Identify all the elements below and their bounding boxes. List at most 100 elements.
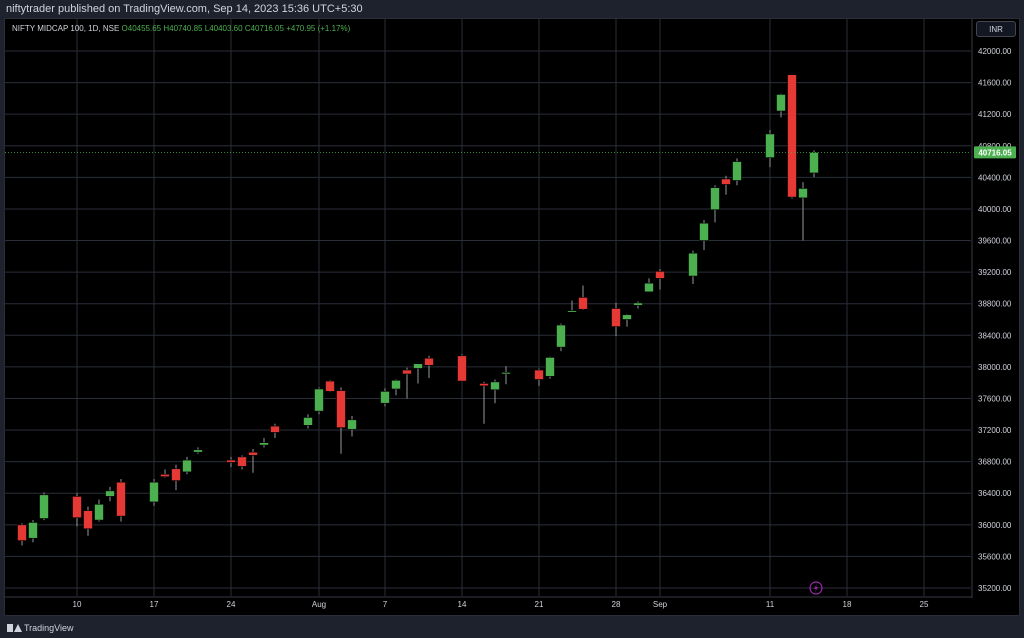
candle [424, 355, 434, 378]
candle-body [655, 271, 665, 279]
x-tick-label: 17 [150, 600, 159, 609]
y-tick-label: 36400.00 [978, 489, 1012, 498]
candle [501, 366, 511, 385]
candle [72, 493, 82, 527]
candle [171, 464, 181, 491]
candle-body [501, 372, 511, 375]
legend-symbol: NIFTY MIDCAP 100, 1D, NSE [12, 24, 120, 33]
y-tick-label: 41600.00 [978, 79, 1012, 88]
y-tick-label: 41200.00 [978, 110, 1012, 119]
candle [534, 368, 544, 386]
candle [380, 388, 390, 407]
candle-body [622, 314, 632, 320]
candle [798, 182, 808, 241]
candle [160, 469, 170, 478]
event-icon-bolt [814, 584, 818, 592]
legend-change: +470.95 (+1.17%) [286, 24, 351, 33]
y-tick-label: 37200.00 [978, 426, 1012, 435]
candle-body [556, 324, 566, 348]
y-tick-label: 40400.00 [978, 173, 1012, 182]
x-tick-label: 21 [535, 600, 544, 609]
candle-body [94, 503, 104, 521]
y-tick-label: 38800.00 [978, 300, 1012, 309]
candle [732, 158, 742, 186]
candle-body [611, 308, 621, 327]
y-tick-label: 42000.00 [978, 47, 1012, 56]
candle-body [732, 161, 742, 181]
candle-body [237, 456, 247, 467]
legend-high: H40740.85 [163, 24, 203, 33]
candle-body [765, 133, 775, 158]
y-tick-label: 39600.00 [978, 237, 1012, 246]
last-price-badge [974, 146, 1016, 159]
y-tick-label: 36800.00 [978, 458, 1012, 467]
candle [644, 278, 654, 293]
tradingview-logo-icon [7, 623, 22, 633]
candle [336, 387, 346, 454]
candle [39, 492, 49, 521]
candle [391, 379, 401, 396]
candle-body [545, 357, 555, 377]
candle-body [424, 357, 434, 366]
candle [633, 301, 643, 309]
x-tick-label: 24 [227, 600, 236, 609]
candle-body [380, 391, 390, 404]
candle [490, 379, 500, 404]
legend-close: C40716.05 [244, 24, 284, 33]
candle-body [149, 481, 159, 503]
grid-lines [5, 19, 971, 596]
candle [776, 93, 786, 118]
candle-body [182, 459, 192, 473]
candle-body [710, 187, 720, 211]
candle-body [490, 381, 500, 391]
candle [226, 456, 236, 468]
candle-body [116, 481, 126, 517]
event-icon-ring [809, 581, 823, 595]
candle [556, 323, 566, 352]
candle [611, 302, 621, 337]
candle-body [259, 442, 269, 446]
candle-body [270, 425, 280, 433]
candle-body [776, 94, 786, 112]
candle-body [578, 297, 588, 310]
y-tick-label: 35600.00 [978, 552, 1012, 561]
legend-open: O40455.65 [121, 24, 162, 33]
candle-body [413, 363, 423, 369]
y-tick-label: 40000.00 [978, 205, 1012, 214]
chart-panel[interactable] [4, 18, 1020, 616]
candle [248, 449, 258, 473]
candle-body [402, 369, 412, 375]
candle-body [391, 380, 401, 390]
time-axis: 10 17 24 Aug 7 14 21 28 Sep 11 18 25 [5, 596, 972, 609]
candle [622, 313, 632, 327]
candle [94, 499, 104, 522]
candle [655, 268, 665, 290]
candle-body [248, 451, 258, 456]
symbol-legend: NIFTY MIDCAP 100, 1D, NSE O40455.65 H407… [12, 23, 350, 35]
candle-body [457, 355, 467, 382]
candle-body [314, 388, 324, 412]
y-tick-label: 38000.00 [978, 363, 1012, 372]
candle-body [325, 380, 335, 392]
publisher-text: niftytrader published on TradingView.com… [6, 3, 363, 15]
candle-body [303, 417, 313, 426]
y-tick-label: 36000.00 [978, 521, 1012, 530]
footer-bar: TradingView [0, 618, 1024, 638]
candle-body [721, 178, 731, 185]
candle [149, 479, 159, 506]
candle-body [336, 390, 346, 428]
x-tick-label: 18 [843, 600, 852, 609]
candles [17, 74, 819, 546]
candle [578, 285, 588, 311]
y-tick-label: 38400.00 [978, 331, 1012, 340]
candle [721, 175, 731, 195]
x-tick-label: 11 [766, 600, 775, 609]
candle [457, 354, 467, 382]
candle-body [479, 383, 489, 387]
currency-button[interactable]: INR [976, 21, 1016, 37]
candle [809, 150, 819, 178]
x-tick-label: 25 [920, 600, 929, 609]
candle [479, 381, 489, 424]
candle-body [787, 74, 797, 198]
